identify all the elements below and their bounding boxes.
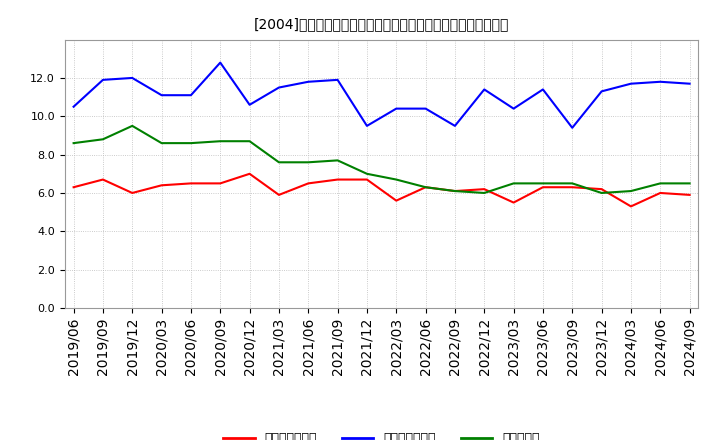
Legend: 売上債権回転率, 買入債務回転率, 在庫回転率: 売上債権回転率, 買入債務回転率, 在庫回転率: [218, 427, 545, 440]
Title: [2004]　売上債権回転率、買入債務回転率、在庫回転率の推移: [2004] 売上債権回転率、買入債務回転率、在庫回転率の推移: [254, 18, 509, 32]
